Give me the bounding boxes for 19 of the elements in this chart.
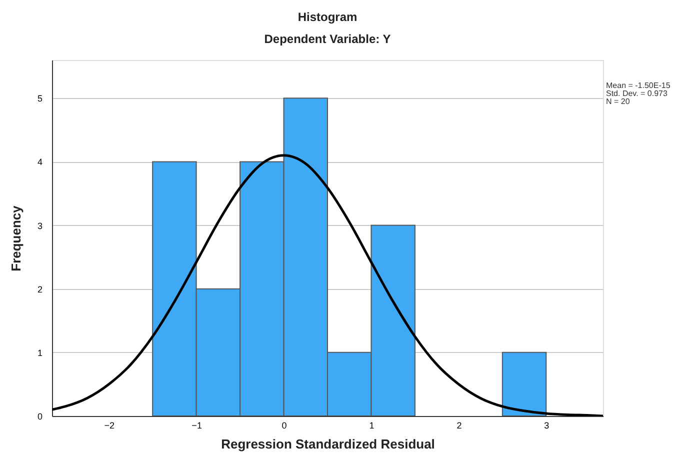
x-tick-label: 0 — [282, 420, 287, 430]
x-tick-label: −2 — [104, 420, 114, 430]
y-tick-label: 4 — [37, 157, 42, 168]
y-tick-label: 3 — [37, 220, 42, 231]
text: Std. Dev. = 0.973 — [606, 89, 668, 98]
y-tick-label: 2 — [37, 284, 42, 294]
chart-subtitle: Dependent Variable: Y — [264, 32, 391, 46]
y-tick-label: 5 — [37, 94, 42, 104]
text: Mean = -1.50E-15 — [606, 81, 671, 90]
y-tick-label: 0 — [37, 412, 42, 422]
x-tick-label: 3 — [544, 420, 550, 430]
x-tick-label: 2 — [456, 420, 462, 430]
chart-title: Histogram — [298, 10, 358, 24]
x-axis-title: Regression Standardized Residual — [221, 436, 435, 452]
text: N = 20 — [606, 97, 630, 106]
x-tick-label: 1 — [369, 420, 374, 430]
x-tick-label: −1 — [192, 420, 202, 430]
y-axis-title: Frequency — [8, 204, 24, 272]
y-tick-label: 1 — [37, 348, 42, 358]
